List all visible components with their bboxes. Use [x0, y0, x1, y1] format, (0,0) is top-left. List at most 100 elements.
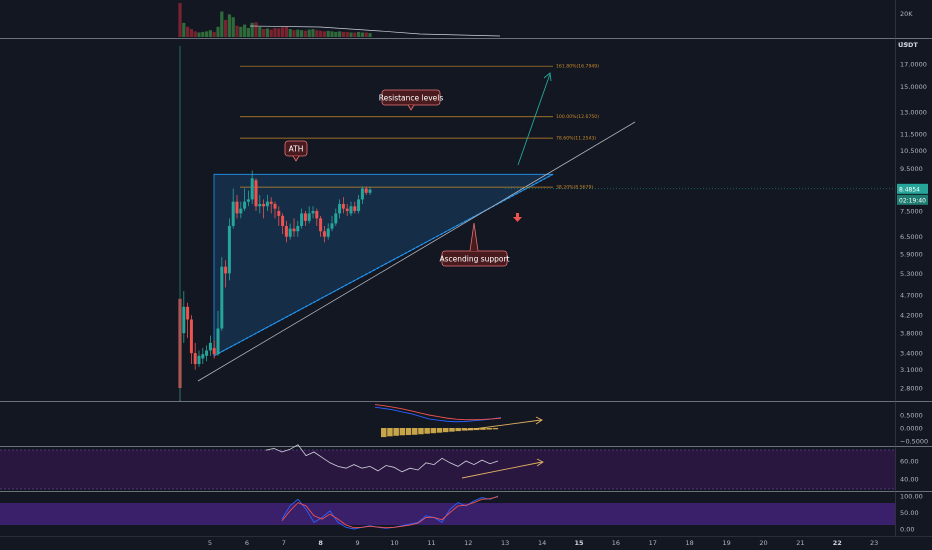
- resistance-callout-text: Resistance levels: [379, 94, 444, 103]
- candle-body: [296, 225, 300, 232]
- candle-body: [265, 201, 269, 207]
- candle-body: [364, 188, 368, 193]
- volume-bar: [300, 30, 304, 37]
- stoch-tick: 100.00: [900, 493, 923, 501]
- volume-bar: [319, 30, 323, 37]
- volume-bar: [239, 26, 243, 37]
- time-tick: 20: [759, 539, 767, 547]
- volume-bar: [322, 31, 326, 37]
- volume-bar: [338, 31, 342, 37]
- resistance-callout-tail: [407, 104, 415, 111]
- countdown-tag: [897, 194, 928, 205]
- ath-callout-text: ATH: [289, 145, 304, 154]
- price-tick: 7.5000: [900, 208, 923, 216]
- volume-bar: [258, 26, 262, 37]
- volume-bar: [281, 27, 285, 37]
- rsi-arrow-head: [536, 458, 544, 467]
- candle-body: [300, 213, 304, 226]
- candle-body: [311, 211, 315, 214]
- candle-body: [269, 201, 273, 204]
- candle-body: [307, 213, 311, 221]
- candle-body: [246, 199, 250, 202]
- down-marker-head: [513, 217, 522, 222]
- macd-tick: 0.5000: [900, 412, 923, 420]
- macd-hist-bar: [455, 428, 461, 432]
- rsi-tick: 40.00: [900, 476, 919, 484]
- volume-bar: [368, 33, 372, 37]
- price-tick: 4.2000: [900, 312, 923, 320]
- macd-hist-bar: [492, 428, 499, 430]
- volume-bar: [315, 30, 319, 37]
- candle-body: [201, 354, 205, 359]
- volume-bar: [303, 30, 307, 37]
- volume-bar: [349, 32, 353, 37]
- time-tick: 5: [208, 539, 212, 547]
- macd-hist-bar: [436, 428, 443, 433]
- volume-bar: [231, 17, 235, 37]
- volume-bar: [246, 27, 250, 37]
- volume-bar: [334, 31, 338, 37]
- candle-body: [235, 201, 239, 214]
- volume-bar: [220, 11, 224, 37]
- countdown-text: 02:19:40: [899, 197, 926, 204]
- volume-bar: [277, 28, 281, 37]
- macd-line: [374, 406, 502, 423]
- candle-body: [360, 188, 364, 200]
- candle-body: [205, 350, 209, 356]
- time-tick: 11: [427, 539, 435, 547]
- volume-bar: [208, 30, 212, 37]
- volume-bar: [292, 30, 296, 37]
- volume-bar: [360, 32, 364, 37]
- time-tick: 8: [318, 539, 323, 547]
- volume-bar: [288, 29, 292, 37]
- volume-bar: [201, 31, 205, 37]
- candle-body: [182, 306, 186, 334]
- price-tick: 3.4000: [900, 350, 923, 358]
- annotation-layer: Resistance levels ATH Ascending support: [179, 46, 552, 400]
- macd-hist-bar: [387, 428, 393, 437]
- volume-bar: [307, 29, 311, 37]
- support-callout-text: Ascending support: [439, 255, 509, 264]
- ath-callout-tail: [292, 155, 300, 162]
- candle-body: [319, 218, 323, 232]
- breakout-arrow-head: [543, 72, 552, 82]
- price-tick: 15.0000: [900, 83, 927, 91]
- volume-bar: [193, 31, 197, 37]
- time-tick: 18: [686, 539, 694, 547]
- volume-layer: [178, 3, 501, 38]
- time-tick: 16: [612, 539, 620, 547]
- axes-layer: 19 17.0000 15.0000 13.0000 11.5000 10.5000 9.5…: [208, 41, 928, 548]
- volume-bar: [265, 28, 269, 37]
- candle-body: [197, 355, 201, 365]
- candle-body: [303, 213, 307, 221]
- candle-body: [220, 266, 224, 329]
- rsi-line: [265, 444, 499, 473]
- volume-bar: [262, 29, 266, 37]
- fib-level-label: 161.80%(16.7949): [556, 64, 599, 70]
- volume-bar: [345, 31, 349, 37]
- candle-body: [292, 228, 296, 232]
- time-tick: 22: [833, 539, 842, 547]
- time-tick: 12: [464, 539, 472, 547]
- price-tick: 3.8000: [900, 330, 923, 338]
- candle-body: [273, 203, 277, 209]
- candle-body: [224, 266, 228, 274]
- time-tick: 9: [356, 539, 360, 547]
- candle-body: [326, 228, 330, 237]
- candle-body: [208, 342, 212, 351]
- volume-bar: [189, 29, 193, 37]
- macd-hist-bar: [399, 428, 406, 436]
- volume-bar: [250, 22, 254, 37]
- stoch-tick: 0.00: [900, 526, 914, 534]
- macd-signal-line: [374, 404, 502, 421]
- macd-hist-bar: [443, 428, 449, 433]
- candle-body: [189, 319, 193, 354]
- rsi-tick: 60.00: [900, 458, 919, 466]
- macd-arrow-line: [465, 419, 542, 431]
- time-tick: 17: [649, 539, 657, 547]
- volume-bar: [296, 29, 300, 37]
- macd-layer: [374, 404, 543, 438]
- rsi-layer: [265, 444, 544, 479]
